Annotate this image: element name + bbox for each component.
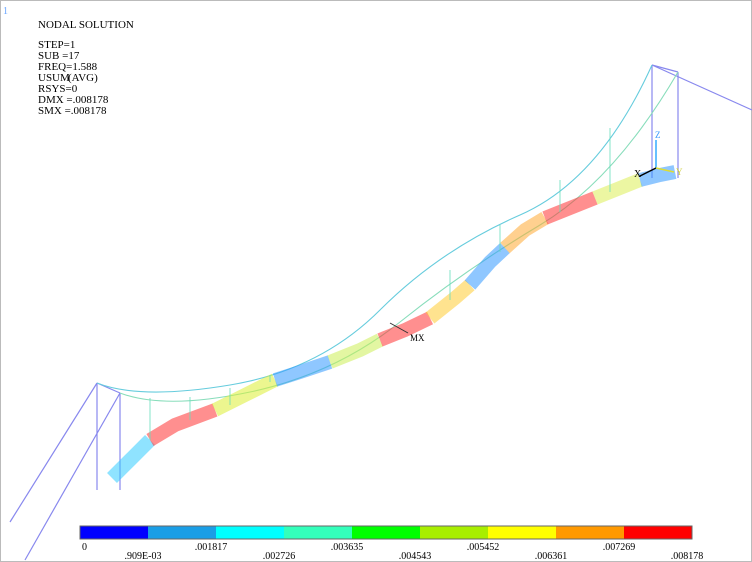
legend-label: .909E-03 — [125, 551, 162, 562]
legend-label: .001817 — [195, 542, 228, 553]
legend-band — [80, 526, 148, 539]
legend-band — [148, 526, 216, 539]
axis-label: Z — [655, 130, 661, 140]
max-label: MX — [410, 333, 425, 343]
legend-band — [488, 526, 556, 539]
axis-label: X — [634, 169, 642, 180]
legend-band — [352, 526, 420, 539]
axis-label: Y — [676, 167, 683, 177]
legend-label: .005452 — [467, 542, 500, 553]
legend-band — [556, 526, 624, 539]
legend-label: .006361 — [535, 551, 568, 562]
legend-label: .003635 — [331, 542, 364, 553]
legend-band — [624, 526, 692, 539]
legend-band — [420, 526, 488, 539]
header-line: SMX =.008178 — [38, 105, 107, 117]
legend-band — [216, 526, 284, 539]
viewport: 1 NODAL SOLUTIONSTEP=1SUB =17FREQ=1.588U… — [0, 0, 752, 562]
legend-label: .008178 — [671, 551, 704, 562]
avg-label: (AVG) — [68, 72, 98, 84]
legend-label: 0 — [82, 542, 87, 553]
legend-label: .007269 — [603, 542, 636, 553]
header-line: NODAL SOLUTION — [38, 19, 134, 31]
legend-band — [284, 526, 352, 539]
legend-label: .004543 — [399, 551, 432, 562]
window-number: 1 — [3, 6, 8, 17]
legend-label: .002726 — [263, 551, 296, 562]
